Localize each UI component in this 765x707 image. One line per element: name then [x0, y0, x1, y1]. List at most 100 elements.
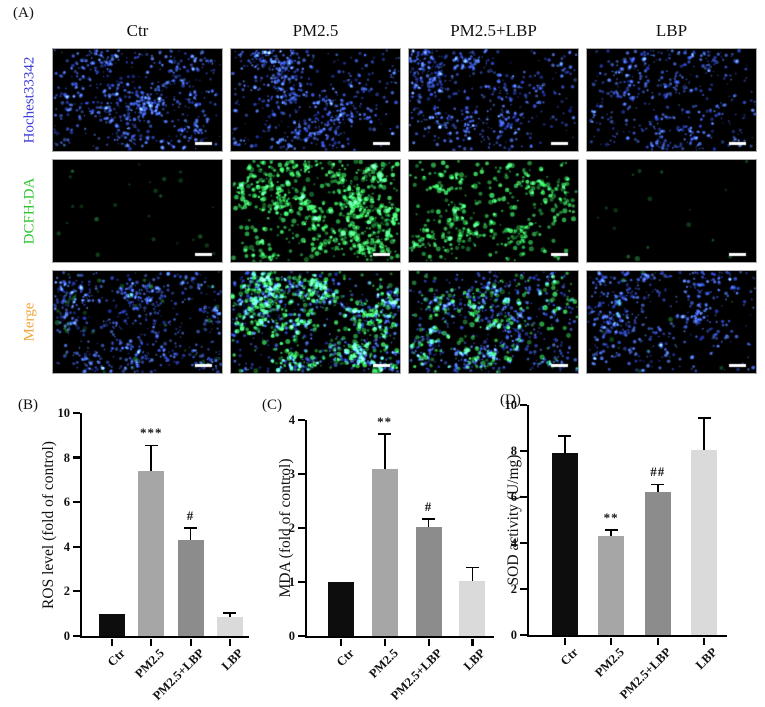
fluorescence-image — [409, 271, 578, 373]
y-axis-tick — [298, 418, 305, 421]
x-axis-tick — [111, 638, 114, 646]
x-axis-tick — [383, 638, 386, 646]
y-axis-tick — [520, 449, 527, 452]
x-axis-tick — [189, 638, 192, 646]
row-label-dcfh-da: DCFH-DA — [21, 177, 38, 245]
y-axis-tick — [73, 634, 80, 637]
significance-annotation: ## — [650, 464, 666, 480]
fluorescence-image — [53, 271, 222, 373]
error-bar-cap — [422, 518, 436, 520]
y-axis-tick — [73, 456, 80, 459]
bar-ctr — [99, 613, 126, 636]
y-axis-tick — [520, 633, 527, 636]
fluorescence-image — [409, 160, 578, 262]
error-bar — [563, 436, 566, 454]
column-headers: Ctr PM2.5 PM2.5+LBP LBP — [52, 21, 757, 41]
ros-plot-area: 0 2 4 6 8 10 Ctr *** PM2.5 # PM2.5+LBP LBP — [58, 406, 249, 703]
x-axis-category-label: Ctr — [104, 646, 128, 670]
x-axis-category-label: LBP — [461, 646, 489, 674]
error-bar — [228, 613, 231, 618]
x-axis-tick — [228, 638, 231, 646]
fluorescence-image — [53, 160, 222, 262]
micrograph-dcfh-da-pm25 — [230, 159, 401, 263]
micrograph-hoechst-ctr — [52, 48, 223, 152]
y-axis-tick-label: 3 — [288, 467, 295, 481]
x-axis-category-label: LBP — [693, 645, 721, 673]
y-axis-tick — [520, 495, 527, 498]
ros-bar-chart: (B) ROS level (fold of control) 0 2 4 6 8 10 C… — [18, 395, 262, 707]
micrograph-hoechst-lbp — [586, 48, 757, 152]
y-axis-tick — [73, 545, 80, 548]
error-bar — [427, 518, 430, 527]
y-axis-tick-label: 10 — [57, 406, 71, 420]
y-axis-tick-label: 10 — [504, 398, 518, 412]
y-axis-tick-label: 0 — [288, 629, 295, 643]
micrograph-grid — [52, 48, 757, 374]
micrograph-merge-pm25 — [230, 270, 401, 374]
x-axis-tick — [150, 638, 153, 646]
bar-pm2-5-lbp — [177, 540, 204, 636]
error-bar-cap — [651, 483, 665, 486]
x-axis-tick — [563, 637, 566, 645]
significance-annotation: # — [424, 498, 433, 514]
fluorescence-image — [587, 271, 756, 373]
y-axis-tick-label: 6 — [63, 495, 70, 510]
y-axis-tick-label: 8 — [63, 450, 70, 465]
bar-pm2-5 — [371, 468, 398, 636]
y-axis-tick — [298, 526, 305, 529]
y-axis-tick-label: 8 — [510, 444, 517, 458]
column-header-lbp: LBP — [655, 21, 688, 40]
row-label-hoechst: Hochest33342 — [21, 56, 38, 144]
error-bar-cap — [223, 612, 237, 615]
significance-annotation: # — [186, 507, 195, 523]
error-bar-cap — [144, 444, 158, 447]
y-axis-tick-label: 4 — [510, 536, 517, 550]
micrograph-hoechst-pm25-lbp — [408, 48, 579, 152]
bar-lbp — [216, 617, 243, 636]
bar-lbp — [459, 580, 486, 636]
error-bar-cap — [184, 527, 198, 529]
significance-annotation: ** — [377, 413, 393, 429]
bar-pm2-5 — [138, 470, 165, 636]
micrograph-merge-lbp — [586, 270, 757, 374]
error-bar — [610, 529, 613, 537]
error-bar — [471, 567, 474, 581]
fluorescence-image — [53, 49, 222, 151]
y-axis-tick — [73, 411, 80, 414]
x-axis-tick — [610, 637, 613, 645]
column-header-pm25-lbp: PM2.5+LBP — [450, 21, 537, 40]
fluorescence-image — [231, 160, 400, 262]
x-axis-tick — [339, 638, 342, 646]
column-header-pm25: PM2.5 — [292, 21, 339, 40]
y-axis-tick-label: 2 — [288, 521, 295, 535]
x-axis-tick — [656, 637, 659, 645]
y-axis-tick — [298, 580, 305, 583]
error-bar-cap — [558, 435, 572, 438]
y-axis-tick — [520, 541, 527, 544]
y-axis-tick — [298, 472, 305, 475]
y-axis-tick — [73, 501, 80, 504]
y-axis-tick-label: 2 — [63, 584, 70, 599]
micrograph-dcfh-da-lbp — [586, 159, 757, 263]
error-bar — [189, 527, 192, 541]
panel-d-label: (D) — [500, 392, 521, 408]
y-axis-tick — [520, 403, 527, 406]
sod-plot-area: 0 2 4 6 8 10 Ctr ** PM2.5 ## PM2.5+LBP LBP — [505, 398, 727, 702]
x-axis-category-label: PM2.5 — [365, 646, 401, 681]
bar-ctr — [327, 582, 354, 636]
fluorescence-image — [587, 160, 756, 262]
bar-pm2-5 — [598, 536, 625, 635]
panel-a-label: (A) — [13, 5, 34, 21]
panel-c-label: (C) — [262, 397, 282, 413]
micrograph-merge-pm25-lbp — [408, 270, 579, 374]
micrograph-dcfh-da-pm25-lbp — [408, 159, 579, 263]
x-axis-category-label: Ctr — [333, 646, 357, 670]
y-axis-tick — [520, 587, 527, 590]
error-bar — [150, 445, 153, 471]
ros-y-axis-title: ROS level (fold of control) — [40, 441, 57, 609]
significance-annotation: ** — [603, 509, 619, 525]
error-bar — [383, 433, 386, 469]
x-axis-category-label: LBP — [218, 646, 246, 674]
x-axis-tick — [471, 638, 474, 646]
